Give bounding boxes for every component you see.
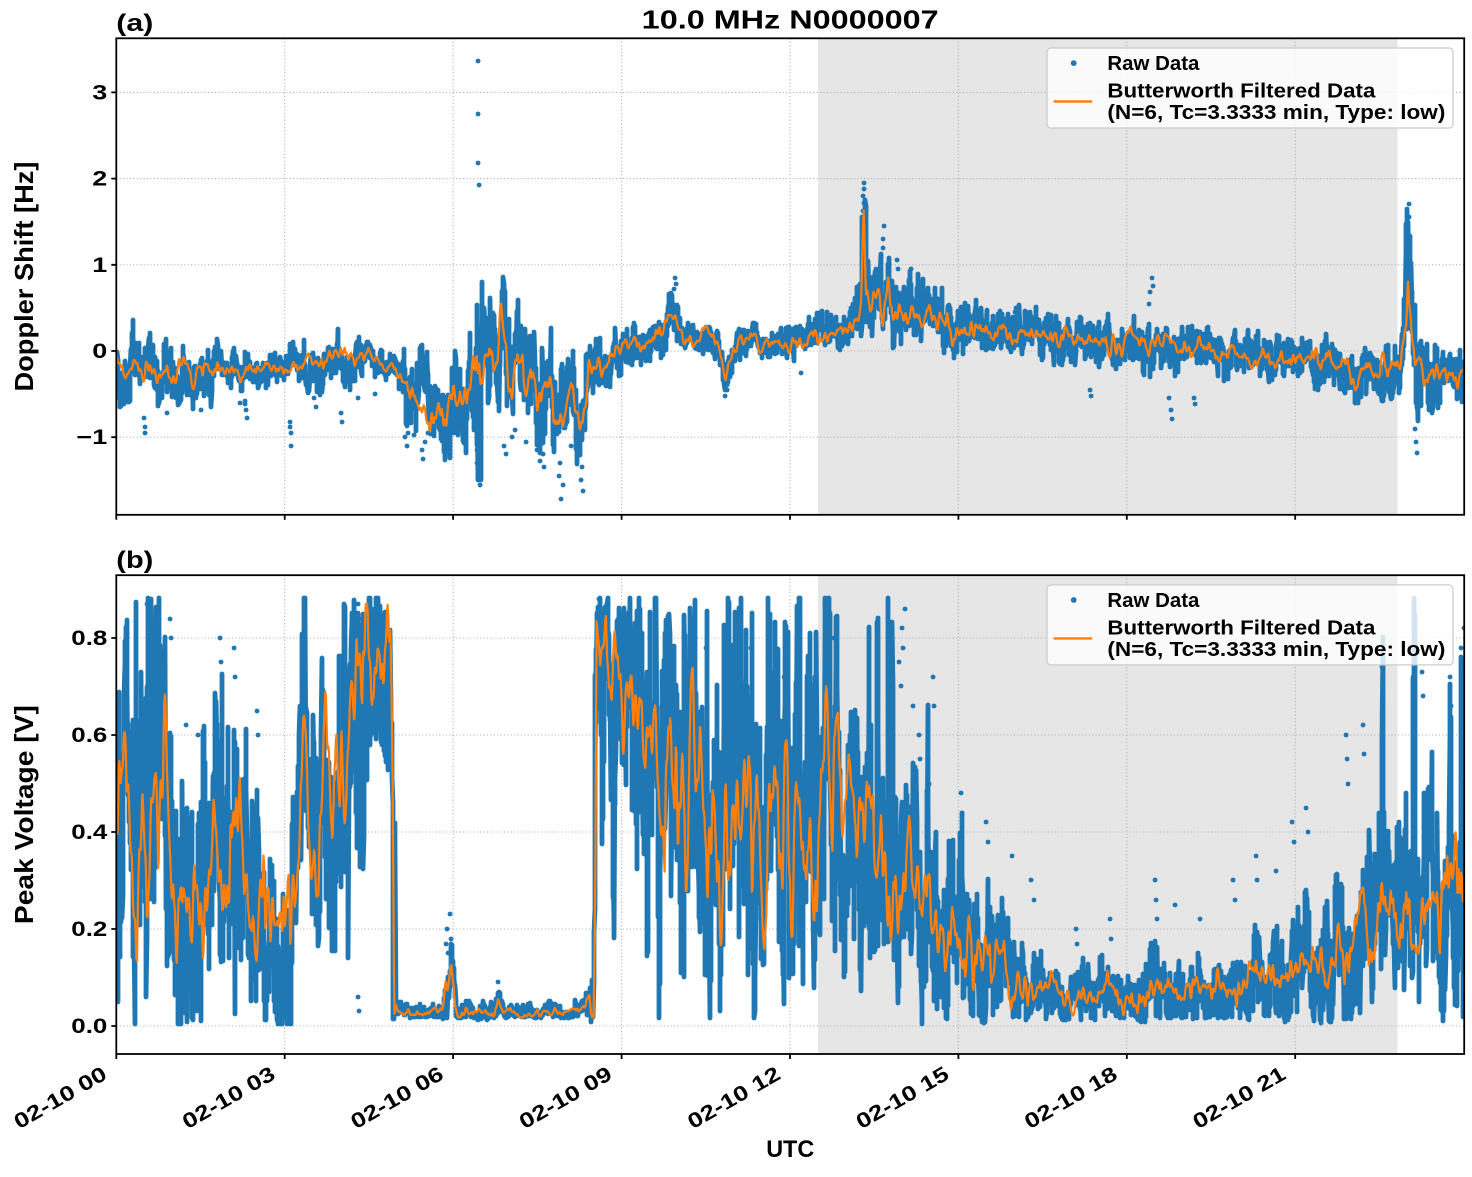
svg-text:Butterworth Filtered Data: Butterworth Filtered Data — [1107, 618, 1376, 640]
svg-text:0: 0 — [92, 340, 107, 363]
svg-text:0.0: 0.0 — [71, 1015, 107, 1038]
svg-text:2: 2 — [92, 168, 107, 191]
svg-text:Butterworth Filtered Data: Butterworth Filtered Data — [1107, 81, 1376, 103]
svg-text:UTC: UTC — [766, 1136, 814, 1163]
svg-text:0.4: 0.4 — [71, 821, 107, 844]
svg-text:Raw Data: Raw Data — [1107, 590, 1200, 612]
svg-text:10.0 MHz N0000007: 10.0 MHz N0000007 — [642, 5, 939, 35]
svg-text:0.6: 0.6 — [71, 724, 107, 747]
svg-text:Raw Data: Raw Data — [1107, 53, 1200, 75]
svg-text:Peak Voltage [V]: Peak Voltage [V] — [9, 705, 39, 924]
svg-text:(a): (a) — [116, 10, 153, 37]
svg-text:0.2: 0.2 — [71, 918, 107, 941]
svg-text:Doppler Shift [Hz]: Doppler Shift [Hz] — [9, 162, 39, 392]
svg-text:1: 1 — [92, 254, 107, 277]
svg-text:(b): (b) — [116, 547, 153, 574]
svg-text:(N=6, Tc=3.3333 min, Type: low: (N=6, Tc=3.3333 min, Type: low) — [1107, 639, 1445, 661]
svg-text:0.8: 0.8 — [71, 627, 107, 650]
svg-text:3: 3 — [92, 81, 107, 104]
svg-text:−1: −1 — [76, 426, 107, 449]
svg-text:(N=6, Tc=3.3333 min, Type: low: (N=6, Tc=3.3333 min, Type: low) — [1107, 102, 1445, 124]
